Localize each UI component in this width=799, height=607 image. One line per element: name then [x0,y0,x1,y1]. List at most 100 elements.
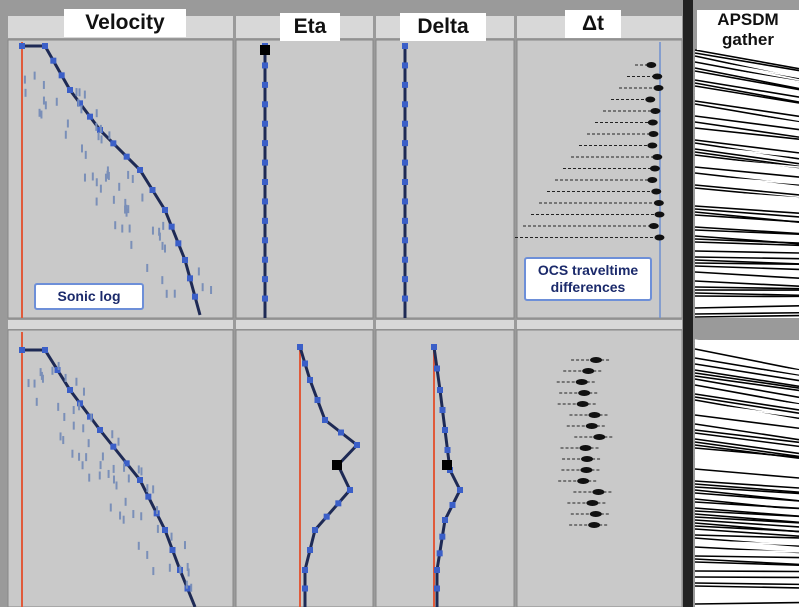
node [324,514,330,520]
node [307,547,313,553]
wiggle [581,456,593,462]
node [437,387,443,393]
node [262,257,268,263]
node [170,547,176,553]
wiggle [593,434,605,440]
node [262,218,268,224]
node [262,62,268,68]
wiggle [649,223,659,229]
callout: Sonic log [34,283,144,310]
wiggle [578,390,590,396]
node [262,276,268,282]
node [124,154,130,160]
node [19,43,25,49]
panel-title: APSDM gather [697,10,799,50]
node [262,101,268,107]
node [402,276,408,282]
wiggle [652,154,662,160]
node [442,427,448,433]
node [19,347,25,353]
node [262,296,268,302]
node [137,167,143,173]
node [402,82,408,88]
marker [442,460,452,470]
node [402,296,408,302]
wiggle [577,478,589,484]
node [59,72,65,78]
wiggle [648,131,658,137]
node [354,442,360,448]
node [434,586,440,592]
node [347,487,353,493]
node [262,82,268,88]
wiggle [580,467,592,473]
wiggle [576,379,588,385]
node [312,527,318,533]
node [307,377,313,383]
wiggle [588,412,600,418]
node [162,527,168,533]
node [402,43,408,49]
node [145,494,151,500]
wiggle [590,511,602,517]
node [402,198,408,204]
node [434,366,440,372]
node [42,43,48,49]
node [431,344,437,350]
node [87,114,93,120]
wiggle [646,62,656,68]
node [262,198,268,204]
wiggle [654,212,664,218]
node [315,397,321,403]
node [402,140,408,146]
node [445,447,451,453]
node [302,361,308,367]
node [439,534,445,540]
wiggle [580,445,592,451]
panel-title: Δt [565,10,621,38]
node [192,294,198,300]
node [67,387,73,393]
node [262,179,268,185]
node [450,502,456,508]
node [262,140,268,146]
seismic-event [695,296,799,297]
screenshot: Velocity Eta Delta Δt APSDM gather Sonic… [0,0,799,607]
node [182,257,188,263]
wiggle [582,368,594,374]
node [402,218,408,224]
node [402,179,408,185]
node [97,427,103,433]
node [402,160,408,166]
node [335,500,341,506]
node [322,417,328,423]
node [437,550,443,556]
node [402,62,408,68]
wiggle [586,423,598,429]
marker [332,460,342,470]
node [137,477,143,483]
wiggle [651,189,661,195]
node [440,407,446,413]
seismic-event [695,601,799,602]
panel-title: Delta [400,13,486,41]
node [262,160,268,166]
node [338,430,344,436]
node [42,347,48,353]
node [175,240,181,246]
wiggle [650,166,660,172]
wiggle [648,120,658,126]
node [297,344,303,350]
node [150,187,156,193]
wiggle [645,97,655,103]
node [402,101,408,107]
wiggle [592,489,604,495]
wiggle [652,74,662,80]
node [434,567,440,573]
panel-title: Velocity [64,9,186,37]
wiggle [654,235,664,241]
wiggle [588,522,600,528]
node [262,121,268,127]
node [302,586,308,592]
panel-title: Eta [280,13,340,41]
